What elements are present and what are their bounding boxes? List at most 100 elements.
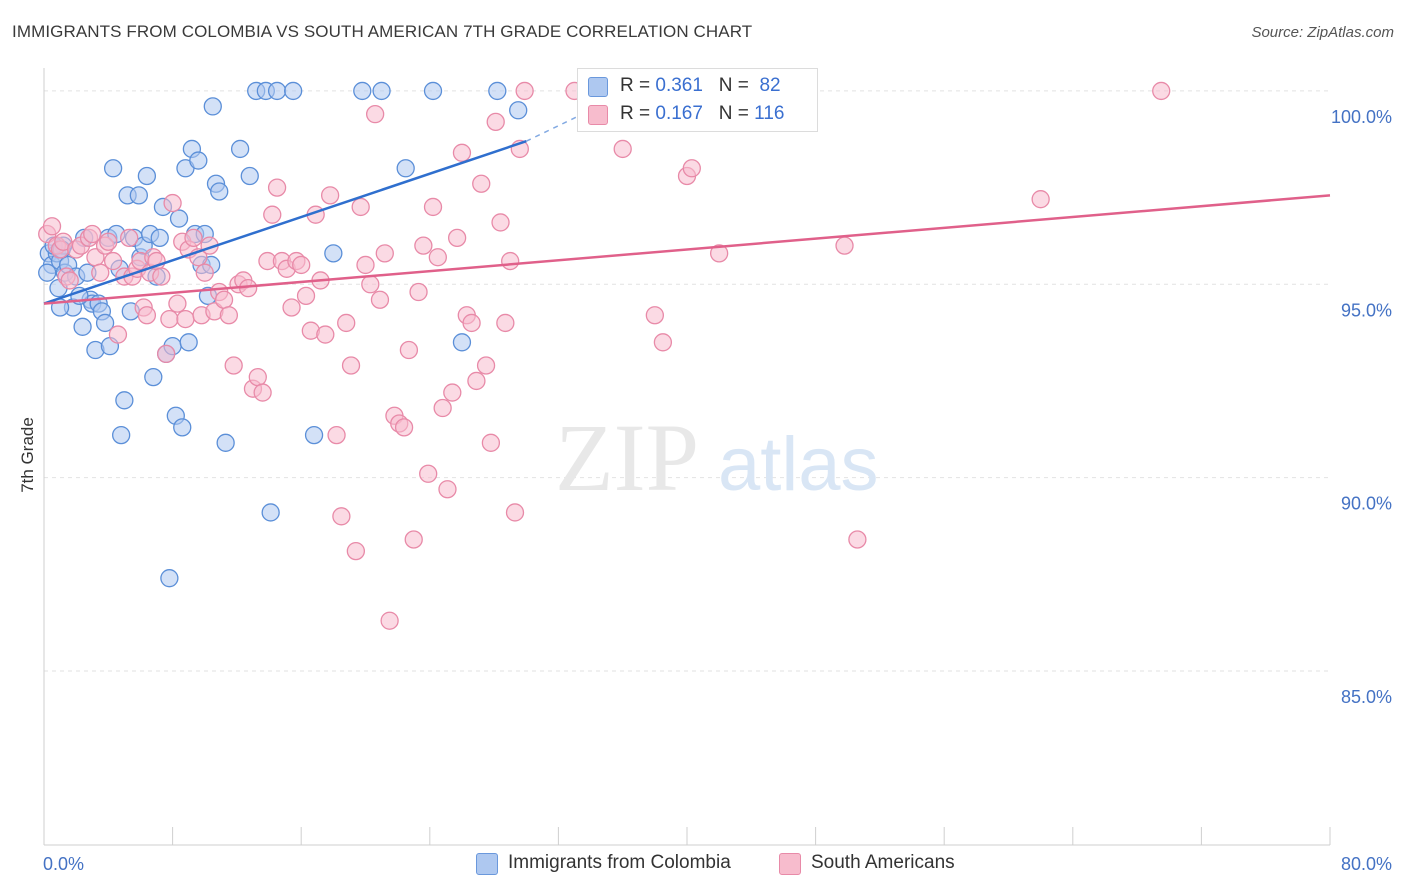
point-colombia: [179, 333, 198, 352]
point-south-americans: [341, 356, 361, 375]
point-south-americans: [404, 530, 423, 549]
point-south-americans: [120, 228, 139, 248]
point-south-americans: [1152, 81, 1171, 101]
watermark-zip: ZIP: [555, 404, 699, 511]
point-south-americans: [91, 263, 110, 282]
point-south-americans: [653, 333, 673, 352]
point-colombia: [73, 317, 92, 336]
point-south-americans: [332, 507, 351, 526]
point-south-americans: [645, 306, 664, 325]
point-south-americans: [365, 104, 385, 124]
point-south-americans: [103, 251, 123, 271]
point-colombia: [160, 569, 179, 588]
point-south-americans: [370, 290, 390, 309]
point-colombia: [173, 418, 192, 437]
point-colombia: [169, 209, 189, 228]
legend-swatch-colombia: [588, 77, 608, 97]
point-colombia: [38, 263, 57, 282]
point-colombia: [115, 391, 134, 410]
x-tick-label-min: 0.0%: [43, 854, 84, 874]
point-south-americans: [267, 178, 287, 197]
watermark-atlas: atlas: [718, 422, 879, 507]
point-south-americans: [327, 425, 346, 445]
point-south-americans: [137, 306, 157, 325]
series-swatch-colombia: [476, 853, 498, 875]
point-colombia: [452, 333, 472, 352]
point-south-americans: [452, 143, 472, 162]
point-south-americans: [296, 286, 316, 306]
legend-n-value-south-americans: 116: [754, 103, 785, 124]
point-colombia: [261, 503, 280, 522]
point-colombia: [137, 166, 157, 186]
data-points: [38, 81, 1171, 630]
y-tick-label: 85.0%: [1341, 687, 1392, 707]
legend-n-label: N =: [718, 75, 749, 96]
x-tick-label-max: 80.0%: [1341, 854, 1392, 874]
series-label-south-americans: South Americans: [811, 852, 955, 873]
legend-r-label: R =: [620, 103, 651, 124]
point-south-americans: [108, 325, 128, 344]
legend-r-value-south-americans: 0.167: [655, 103, 703, 124]
point-south-americans: [501, 251, 520, 271]
point-colombia: [103, 159, 123, 178]
legend-n-label: N =: [718, 103, 749, 124]
series-swatch-south-americans: [779, 853, 801, 875]
point-south-americans: [481, 433, 501, 452]
point-colombia: [372, 81, 391, 101]
point-south-americans: [282, 298, 301, 317]
point-south-americans: [152, 267, 171, 286]
axes: 85.0% 90.0% 95.0% 100.0%: [43, 68, 1392, 846]
point-colombia: [304, 425, 324, 445]
y-axis-label: 7th Grade: [18, 417, 37, 493]
point-south-americans: [423, 197, 443, 217]
point-south-americans: [835, 236, 854, 255]
point-south-americans: [505, 503, 525, 522]
point-colombia: [216, 433, 235, 452]
point-colombia: [129, 186, 148, 205]
point-colombia: [95, 313, 115, 333]
point-south-americans: [292, 255, 311, 275]
point-south-americans: [248, 367, 267, 387]
legend-swatch-south-americans: [588, 105, 608, 125]
point-colombia: [488, 81, 507, 101]
watermark: ZIP atlas: [555, 404, 879, 511]
point-south-americans: [195, 263, 214, 282]
point-south-americans: [1031, 190, 1050, 209]
point-south-americans: [60, 271, 79, 290]
point-south-americans: [375, 244, 394, 263]
point-south-americans: [428, 248, 447, 267]
trend-lines: [43, 109, 1331, 305]
point-south-americans: [351, 197, 370, 217]
y-tick-label: 90.0%: [1341, 494, 1392, 514]
point-south-americans: [486, 112, 505, 132]
point-colombia: [353, 81, 372, 101]
point-south-americans: [176, 309, 195, 329]
point-colombia: [112, 425, 131, 445]
point-south-americans: [337, 313, 356, 333]
point-south-americans: [438, 480, 457, 499]
series-label-colombia: Immigrants from Colombia: [508, 852, 731, 873]
point-south-americans: [316, 325, 335, 344]
point-south-americans: [472, 174, 491, 193]
point-colombia: [396, 159, 415, 178]
point-south-americans: [710, 244, 729, 263]
point-south-americans: [491, 213, 510, 232]
point-colombia: [230, 139, 250, 159]
chart-title: IMMIGRANTS FROM COLOMBIA VS SOUTH AMERIC…: [12, 22, 753, 41]
point-south-americans: [399, 340, 419, 360]
point-colombia: [189, 151, 208, 170]
point-south-americans: [433, 398, 452, 418]
point-south-americans: [447, 228, 467, 248]
point-south-americans: [361, 275, 380, 294]
point-south-americans: [356, 255, 375, 275]
point-south-americans: [184, 228, 203, 248]
point-south-americans: [160, 309, 179, 329]
point-south-americans: [613, 139, 632, 159]
point-south-americans: [163, 193, 182, 213]
point-south-americans: [414, 236, 433, 255]
legend-n-value-colombia: 82: [759, 75, 781, 96]
point-south-americans: [443, 383, 462, 402]
y-tick-label: 95.0%: [1341, 300, 1392, 320]
point-south-americans: [320, 186, 340, 205]
